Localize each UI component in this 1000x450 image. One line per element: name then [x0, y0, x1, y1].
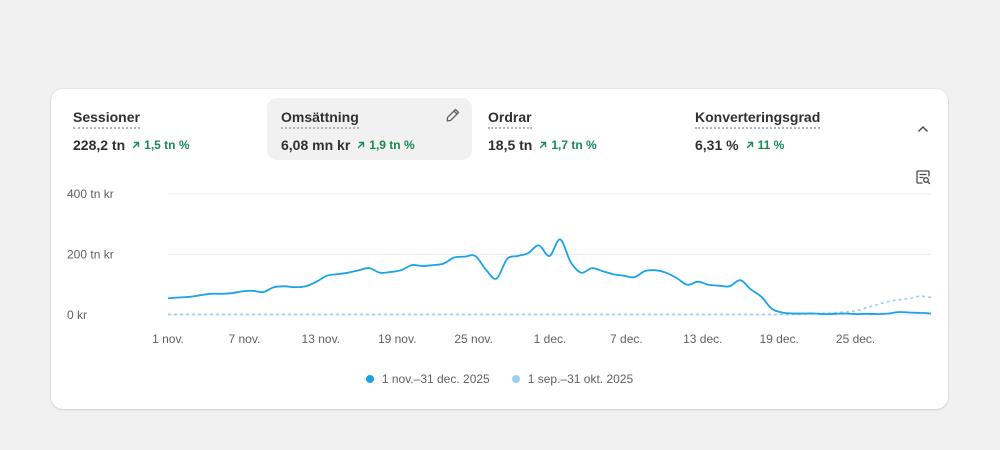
x-tick-label: 1 dec. — [534, 332, 567, 346]
metric-delta: 1,9 tn % — [357, 138, 415, 152]
legend-item-previous[interactable]: 1 sep.–31 okt. 2025 — [511, 372, 634, 386]
metric-delta-text: 11 % — [757, 138, 785, 152]
sales-overview-card: Sessioner 228,2 tn 1,5 tn % Omsättning 6… — [51, 89, 948, 409]
y-tick-label: 400 tn kr — [67, 187, 114, 201]
x-tick-label: 25 dec. — [836, 332, 875, 346]
metric-value: 228,2 tn — [73, 137, 126, 153]
x-tick-label: 25 nov. — [454, 332, 492, 346]
metric-tile-revenue[interactable]: Omsättning 6,08 mn kr 1,9 tn % — [267, 98, 472, 160]
metric-label: Konverteringsgrad — [695, 108, 821, 129]
x-tick-label: 7 dec. — [610, 332, 643, 346]
x-tick-label: 13 nov. — [302, 332, 340, 346]
metric-label: Ordrar — [488, 108, 532, 129]
x-tick-label: 1 nov. — [152, 332, 184, 346]
legend-label-previous: 1 sep.–31 okt. 2025 — [527, 372, 634, 386]
arrow-up-right-icon — [746, 141, 753, 149]
legend-dot-current — [365, 375, 374, 383]
metric-delta: 1,5 tn % — [132, 138, 190, 152]
arrow-up-right-icon — [132, 141, 140, 149]
metric-value: 6,08 mn kr — [281, 137, 351, 153]
chart-legend: 1 nov.–31 dec. 2025 1 sep.–31 okt. 2025 — [51, 372, 948, 386]
legend-dot-previous — [511, 375, 520, 383]
metric-value: 6,31 % — [695, 137, 739, 153]
y-tick-label: 0 kr — [67, 308, 87, 322]
arrow-up-right-icon — [358, 141, 365, 149]
metric-delta-text: 1,9 tn % — [369, 138, 415, 152]
metric-tile-conversion-rate[interactable]: Konverteringsgrad 6,31 % 11 % — [681, 98, 886, 160]
data-inspect-icon[interactable] — [914, 168, 932, 186]
series-line-previous — [168, 295, 932, 316]
x-tick-label: 19 nov. — [378, 332, 416, 346]
metric-tile-sessions[interactable]: Sessioner 228,2 tn 1,5 tn % — [59, 98, 264, 160]
metric-delta: 11 % — [746, 138, 785, 152]
revenue-line-chart: 400 tn kr 200 tn kr 0 kr 1 nov. 7 nov. 13 nov… — [67, 187, 932, 346]
metric-delta-text: 1,5 tn % — [144, 138, 190, 152]
arrow-up-right-icon — [540, 141, 547, 149]
legend-item-current[interactable]: 1 nov.–31 dec. 2025 — [365, 372, 490, 386]
metric-value: 18,5 tn — [488, 137, 533, 153]
metric-delta: 1,7 tn % — [539, 138, 597, 152]
x-tick-label: 7 nov. — [228, 332, 260, 346]
metric-tile-orders[interactable]: Ordrar 18,5 tn 1,7 tn % — [474, 98, 679, 160]
metric-label: Sessioner — [73, 108, 140, 129]
x-tick-label: 19 dec. — [760, 332, 799, 346]
y-tick-label: 200 tn kr — [67, 248, 114, 262]
pencil-icon[interactable] — [444, 106, 462, 124]
metric-label: Omsättning — [281, 108, 359, 129]
chevron-up-icon[interactable] — [916, 122, 930, 136]
metric-delta-text: 1,7 tn % — [551, 138, 597, 152]
series-line-current — [167, 238, 932, 315]
legend-label-current: 1 nov.–31 dec. 2025 — [381, 372, 490, 386]
x-tick-label: 13 dec. — [683, 332, 722, 346]
